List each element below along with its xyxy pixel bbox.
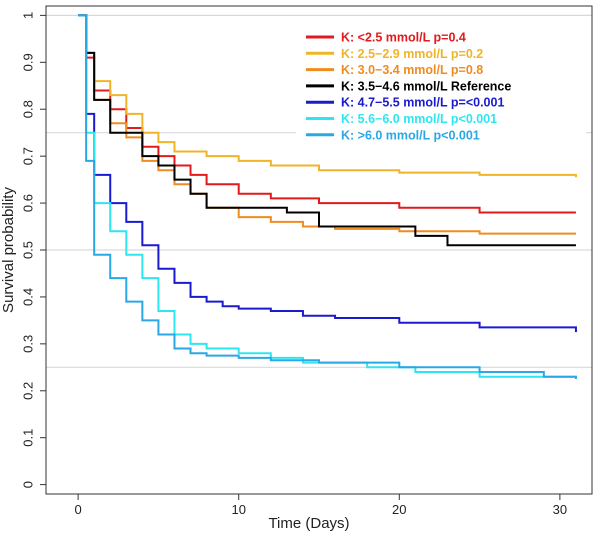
x-tick-label-1: 10 xyxy=(231,502,245,517)
y-tick-label-6: 0.6 xyxy=(21,194,36,212)
series-line-6 xyxy=(78,14,577,380)
y-tick-label-4: 0.4 xyxy=(21,288,36,306)
y-tick-label-5: 0.5 xyxy=(21,241,36,259)
series-line-4 xyxy=(78,14,577,333)
legend-box xyxy=(296,16,586,144)
legend-label-0: K: <2.5 mmol/L p=0.4 xyxy=(341,31,466,45)
y-axis-title: Survival probability xyxy=(0,187,17,313)
y-tick-label-8: 0.8 xyxy=(21,100,36,118)
legend-label-5: K: 5.6−6.0 mmol/L p<0.001 xyxy=(341,112,497,126)
series-line-3 xyxy=(78,14,576,247)
legend-label-6: K: >6.0 mmol/L p<0.001 xyxy=(341,128,480,142)
axes: 0 10 20 30 0 0.1 0.2 0.3 0.4 0.5 0.6 0.7 0.8 0.9 1 xyxy=(21,5,593,517)
y-tick-label-3: 0.3 xyxy=(21,335,36,353)
y-tick-label-10: 1 xyxy=(21,12,36,19)
x-axis-title: Time (Days) xyxy=(268,515,349,532)
series-lines xyxy=(78,14,577,380)
legend-label-2: K: 3.0−3.4 mmol/L p=0.8 xyxy=(341,63,483,77)
y-tick-label-9: 0.9 xyxy=(21,53,36,71)
y-tick-label-1: 0.1 xyxy=(21,429,36,447)
legend-label-3: K: 3.5−4.6 mmol/L Reference xyxy=(341,79,511,93)
x-tick-label-0: 0 xyxy=(75,502,82,517)
legend-label-4: K: 4.7−5.5 mmol/L p=<0.001 xyxy=(341,96,504,110)
series-line-0 xyxy=(78,14,576,214)
series-line-1 xyxy=(78,14,577,178)
legend: K: <2.5 mmol/L p=0.4 K: 2.5−2.9 mmol/L p=… xyxy=(296,16,586,144)
legend-label-1: K: 2.5−2.9 mmol/L p=0.2 xyxy=(341,47,483,61)
x-tick-label-3: 30 xyxy=(553,502,567,517)
y-tick-label-2: 0.2 xyxy=(21,382,36,400)
y-tick-label-0: 0 xyxy=(21,481,36,488)
y-tick-label-7: 0.7 xyxy=(21,147,36,165)
x-tick-label-2: 20 xyxy=(392,502,406,517)
